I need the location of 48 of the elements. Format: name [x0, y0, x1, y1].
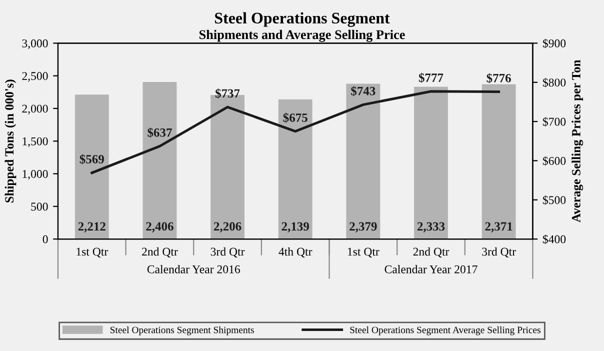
data-label: $737: [215, 88, 240, 98]
bar: [74, 94, 109, 240]
y2-axis-title: Average Selling Prices per Ton: [572, 60, 584, 222]
data-label: 2,139: [282, 222, 309, 232]
data-label: $569: [80, 154, 104, 164]
data-label: 2,212: [78, 222, 106, 232]
y2-tick-label: $500: [542, 195, 566, 205]
y2-tick-label: $800: [542, 78, 566, 88]
legend-label: Steel Operations Segment Average Selling Prices: [350, 326, 540, 336]
text: Calendar Year 2016: [147, 265, 240, 274]
bar: [142, 82, 177, 240]
data-label: $776: [486, 73, 511, 84]
y-tick-label: 1,000: [22, 170, 48, 180]
x-tick-label: 3rd Qtr: [482, 247, 516, 258]
bar: [346, 84, 380, 240]
y2-tick-label: $400: [542, 234, 566, 244]
y2-tick-label: $700: [542, 117, 566, 127]
x-tick-label: 4th Qtr: [278, 247, 312, 258]
x-tick-label: 3rd Qtr: [210, 247, 245, 258]
data-label: 2,406: [146, 222, 174, 232]
x-tick-label: 2nd Qtr: [413, 247, 450, 258]
bar: [482, 84, 516, 240]
x-tick-label: 1st Qtr: [348, 248, 380, 258]
bar: [414, 86, 448, 240]
data-label: $743: [351, 86, 376, 96]
y2-tick-label: $600: [542, 156, 566, 166]
data-label: $637: [148, 128, 172, 138]
data-label: $675: [283, 112, 308, 123]
bar: [278, 99, 312, 240]
legend-label: Steel Operations Segment Shipments: [110, 326, 254, 336]
y-tick-label: 3,000: [22, 39, 48, 50]
y2-tick-label: $900: [542, 38, 566, 48]
chart-title: Steel Operations Segment: [215, 12, 390, 27]
chart-subtitle: Shipments and Average Selling Price: [199, 30, 405, 42]
y-tick-label: 2,500: [22, 72, 48, 82]
y-tick-label: 0: [42, 235, 48, 244]
data-label: 2,333: [417, 222, 445, 232]
text: Calendar Year 2017: [384, 265, 478, 274]
data-label: 2,379: [350, 222, 377, 232]
y-tick-label: 1,500: [22, 137, 48, 148]
y-tick-label: 2,000: [22, 104, 48, 114]
data-label: 2,371: [485, 222, 512, 232]
y-tick-label: 500: [31, 202, 48, 211]
x-tick-label: 2nd Qtr: [142, 247, 178, 258]
y-axis-title: Shipped Tons (in 000's): [4, 80, 16, 202]
data-label: 2,206: [214, 222, 242, 232]
data-label: $777: [418, 72, 444, 83]
x-tick-label: 1st Qtr: [76, 248, 108, 258]
